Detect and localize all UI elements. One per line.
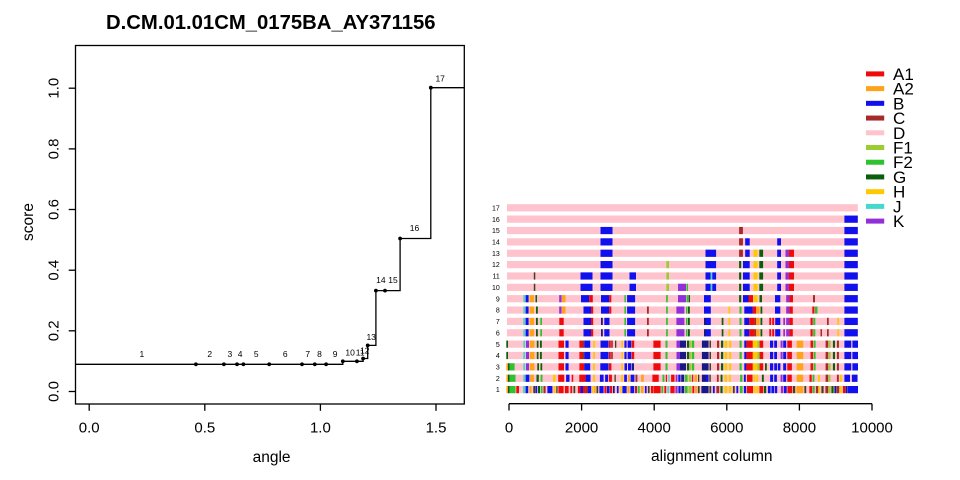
svg-text:0.6: 0.6	[46, 199, 63, 220]
svg-text:score: score	[20, 203, 37, 241]
svg-text:10: 10	[345, 348, 355, 358]
svg-text:A2: A2	[893, 80, 914, 99]
svg-text:0: 0	[505, 419, 513, 436]
svg-text:C: C	[893, 109, 905, 128]
svg-text:13: 13	[366, 332, 376, 342]
svg-text:11: 11	[356, 348, 365, 358]
svg-text:7: 7	[305, 349, 310, 359]
svg-text:2: 2	[496, 376, 500, 383]
svg-text:12: 12	[492, 262, 500, 269]
svg-text:8: 8	[317, 349, 322, 359]
svg-text:0.2: 0.2	[46, 320, 63, 341]
svg-text:0.5: 0.5	[194, 419, 215, 436]
svg-text:D.CM.01.01CM_0175BA_AY371156: D.CM.01.01CM_0175BA_AY371156	[106, 12, 436, 34]
svg-text:7: 7	[496, 319, 500, 326]
svg-text:14: 14	[492, 239, 500, 246]
svg-text:F2: F2	[893, 153, 913, 172]
svg-text:4: 4	[238, 349, 243, 359]
svg-text:F1: F1	[893, 139, 913, 158]
svg-text:11: 11	[493, 274, 500, 281]
svg-text:9: 9	[333, 349, 338, 359]
svg-text:16: 16	[492, 217, 500, 224]
svg-text:6: 6	[283, 349, 288, 359]
svg-text:4: 4	[496, 353, 500, 360]
svg-text:15: 15	[388, 275, 398, 285]
svg-text:A1: A1	[893, 65, 914, 84]
svg-text:J: J	[893, 197, 902, 216]
svg-text:3: 3	[228, 349, 233, 359]
svg-text:2000: 2000	[565, 419, 598, 436]
svg-text:17: 17	[492, 205, 500, 212]
svg-text:17: 17	[435, 74, 445, 84]
svg-text:10000: 10000	[851, 419, 893, 436]
svg-text:15: 15	[492, 228, 500, 235]
svg-text:1: 1	[496, 387, 500, 394]
svg-text:6: 6	[496, 330, 500, 337]
svg-text:1.0: 1.0	[46, 78, 63, 99]
svg-text:0.4: 0.4	[46, 260, 63, 281]
svg-text:16: 16	[410, 223, 420, 233]
svg-text:1: 1	[140, 349, 145, 359]
svg-text:K: K	[893, 212, 905, 231]
svg-text:3: 3	[496, 364, 500, 371]
svg-text:4000: 4000	[638, 419, 671, 436]
svg-text:8: 8	[496, 308, 500, 315]
svg-text:9: 9	[496, 296, 500, 303]
svg-text:8000: 8000	[783, 419, 816, 436]
svg-text:angle: angle	[253, 449, 291, 466]
svg-text:1.0: 1.0	[310, 419, 331, 436]
svg-text:5: 5	[496, 342, 500, 349]
svg-text:0.8: 0.8	[46, 138, 63, 159]
svg-text:alignment column: alignment column	[651, 448, 772, 465]
svg-text:0.0: 0.0	[46, 381, 63, 402]
svg-text:5: 5	[254, 349, 259, 359]
svg-text:H: H	[893, 183, 905, 202]
svg-text:1.5: 1.5	[426, 419, 447, 436]
svg-text:14: 14	[376, 275, 386, 285]
svg-text:B: B	[893, 94, 904, 113]
svg-text:6000: 6000	[710, 419, 743, 436]
svg-text:G: G	[893, 168, 906, 187]
svg-text:0.0: 0.0	[79, 419, 100, 436]
svg-text:D: D	[893, 124, 905, 143]
svg-text:2: 2	[207, 349, 212, 359]
svg-text:13: 13	[492, 251, 500, 258]
svg-text:10: 10	[492, 285, 500, 292]
svg-text:12: 12	[360, 346, 370, 356]
